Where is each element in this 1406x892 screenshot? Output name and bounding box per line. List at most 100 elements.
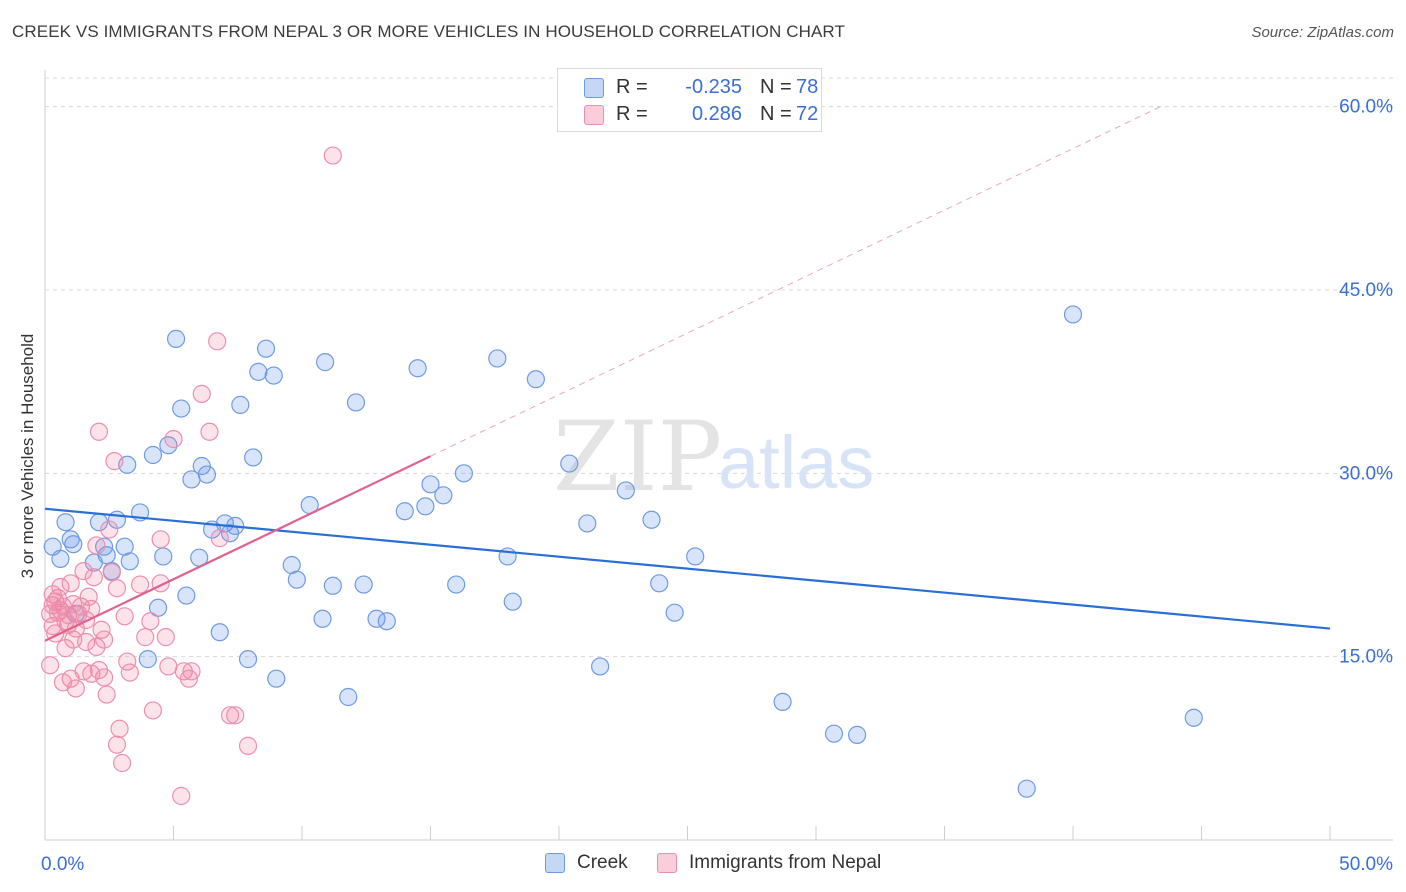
nepal-point bbox=[136, 628, 155, 647]
creek-trend-line bbox=[44, 507, 1331, 630]
nepal-point bbox=[164, 430, 183, 449]
creek-point bbox=[1184, 708, 1203, 727]
nepal-point bbox=[95, 668, 114, 687]
creek-point bbox=[434, 486, 453, 505]
watermark: ZIP atlas bbox=[553, 401, 874, 513]
n-value: 78 bbox=[796, 76, 819, 98]
creek-point bbox=[773, 692, 792, 711]
correlation-legend: R = -0.235 N = 78 R = 0.286 N = 72 bbox=[557, 68, 822, 132]
creek-point bbox=[650, 574, 669, 593]
nepal-point bbox=[84, 568, 103, 587]
creek-point bbox=[192, 456, 211, 476]
r-label: R = bbox=[616, 76, 648, 98]
nepal-trend-line bbox=[44, 455, 431, 642]
nepal-point bbox=[323, 146, 342, 165]
creek-point bbox=[1017, 779, 1036, 798]
creek-point bbox=[323, 576, 342, 595]
x-tick-label: 50.0% bbox=[1339, 854, 1393, 875]
creek-point bbox=[143, 445, 163, 465]
creek-point bbox=[56, 513, 75, 532]
creek-point bbox=[591, 657, 610, 676]
chart-title: CREEK VS IMMIGRANTS FROM NEPAL 3 OR MORE… bbox=[12, 22, 845, 41]
creek-point bbox=[231, 395, 250, 414]
nepal-point bbox=[107, 735, 127, 754]
creek-point bbox=[120, 552, 139, 571]
nepal-point bbox=[102, 563, 121, 582]
creek-point bbox=[166, 329, 186, 348]
r-value: 0.286 bbox=[691, 103, 742, 125]
data-points bbox=[41, 146, 1203, 806]
creek-point bbox=[824, 724, 844, 743]
y-tick-label: 60.0% bbox=[1339, 97, 1393, 118]
legend-label: Immigrants from Nepal bbox=[689, 852, 882, 873]
r-value: -0.235 bbox=[685, 76, 742, 98]
n-label: N = bbox=[760, 76, 792, 98]
nepal-point bbox=[97, 685, 116, 704]
creek-point bbox=[172, 399, 191, 418]
creek-point bbox=[665, 603, 684, 622]
nepal-point bbox=[74, 562, 93, 581]
n-label: N = bbox=[760, 103, 792, 125]
creek-point bbox=[256, 339, 276, 358]
creek-point bbox=[154, 547, 173, 566]
n-value: 72 bbox=[796, 103, 819, 125]
creek-point bbox=[249, 362, 268, 381]
creek-point bbox=[377, 612, 396, 631]
creek-point bbox=[316, 353, 335, 372]
creek-point bbox=[416, 497, 435, 516]
y-tick-label: 30.0% bbox=[1339, 463, 1393, 484]
y-axis-label: 3 or more Vehicles in Household bbox=[18, 334, 37, 579]
creek-point bbox=[395, 502, 414, 521]
tick-labels: 15.0% 30.0% 45.0% 60.0% 0.0% 50.0% bbox=[41, 97, 1393, 875]
nepal-point bbox=[112, 753, 132, 773]
creek-point bbox=[526, 370, 545, 389]
creek-swatch bbox=[584, 78, 604, 98]
creek-swatch bbox=[545, 853, 565, 873]
nepal-point bbox=[115, 607, 134, 626]
creek-point bbox=[421, 475, 440, 494]
creek-point bbox=[313, 609, 332, 628]
creek-point bbox=[148, 598, 168, 617]
creek-point bbox=[354, 575, 373, 594]
legend-label: Creek bbox=[577, 852, 628, 873]
nepal-point bbox=[77, 632, 96, 652]
creek-point bbox=[642, 510, 661, 529]
nepal-point bbox=[130, 575, 150, 594]
nepal-point bbox=[238, 736, 258, 755]
creek-point bbox=[408, 359, 427, 378]
y-tick-label: 45.0% bbox=[1339, 280, 1393, 301]
nepal-point bbox=[192, 384, 211, 403]
nepal-point bbox=[159, 657, 178, 676]
nepal-point bbox=[179, 669, 199, 688]
nepal-swatch bbox=[657, 853, 677, 873]
nepal-point bbox=[208, 332, 227, 351]
creek-point bbox=[339, 687, 358, 707]
creek-point bbox=[848, 725, 867, 744]
watermark-zip: ZIP bbox=[553, 401, 722, 513]
nepal-point bbox=[53, 673, 73, 692]
creek-point bbox=[210, 623, 229, 642]
creek-point bbox=[454, 464, 474, 483]
nepal-point bbox=[120, 663, 139, 682]
nepal-point bbox=[100, 520, 119, 539]
creek-point bbox=[287, 570, 306, 589]
creek-point bbox=[238, 650, 258, 669]
nepal-swatch bbox=[584, 105, 604, 125]
nepal-point bbox=[172, 786, 191, 806]
nepal-point bbox=[105, 452, 124, 471]
nepal-point bbox=[107, 579, 127, 598]
nepal-point bbox=[143, 701, 163, 720]
trend-lines bbox=[44, 104, 1331, 642]
source-label: Source: ZipAtlas.com bbox=[1251, 24, 1394, 41]
creek-point bbox=[616, 481, 635, 500]
creek-point bbox=[61, 530, 80, 549]
creek-point bbox=[197, 465, 217, 484]
nepal-point bbox=[95, 630, 114, 649]
y-tick-label: 15.0% bbox=[1339, 647, 1393, 668]
axes bbox=[44, 70, 1393, 841]
creek-point bbox=[267, 669, 286, 688]
nepal-point bbox=[41, 656, 60, 675]
nepal-point bbox=[110, 719, 129, 738]
r-label: R = bbox=[616, 103, 648, 125]
